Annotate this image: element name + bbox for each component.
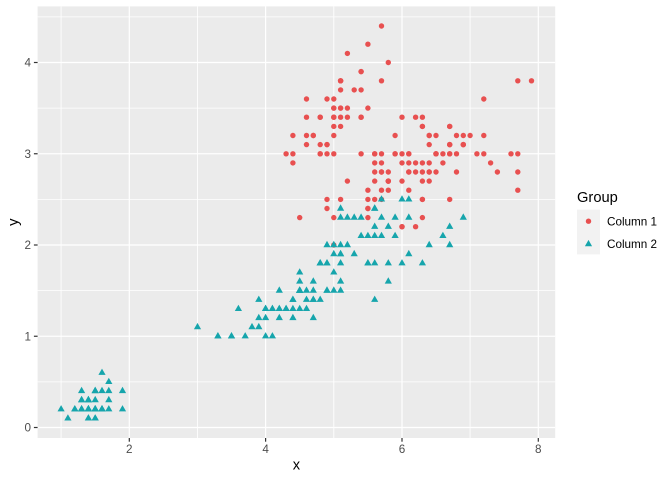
svg-text:4: 4 [262, 443, 269, 456]
svg-text:6: 6 [399, 443, 406, 456]
svg-text:1: 1 [24, 330, 31, 343]
svg-text:x: x [293, 458, 301, 474]
svg-text:Column 1: Column 1 [607, 215, 657, 228]
svg-text:0: 0 [24, 422, 31, 435]
svg-text:4: 4 [24, 57, 31, 70]
svg-text:3: 3 [24, 148, 31, 161]
svg-text:Group: Group [577, 190, 618, 206]
svg-text:2: 2 [24, 239, 31, 252]
svg-text:Column 2: Column 2 [607, 238, 657, 251]
svg-text:2: 2 [126, 443, 133, 456]
svg-text:8: 8 [535, 443, 542, 456]
svg-text:y: y [6, 218, 22, 226]
